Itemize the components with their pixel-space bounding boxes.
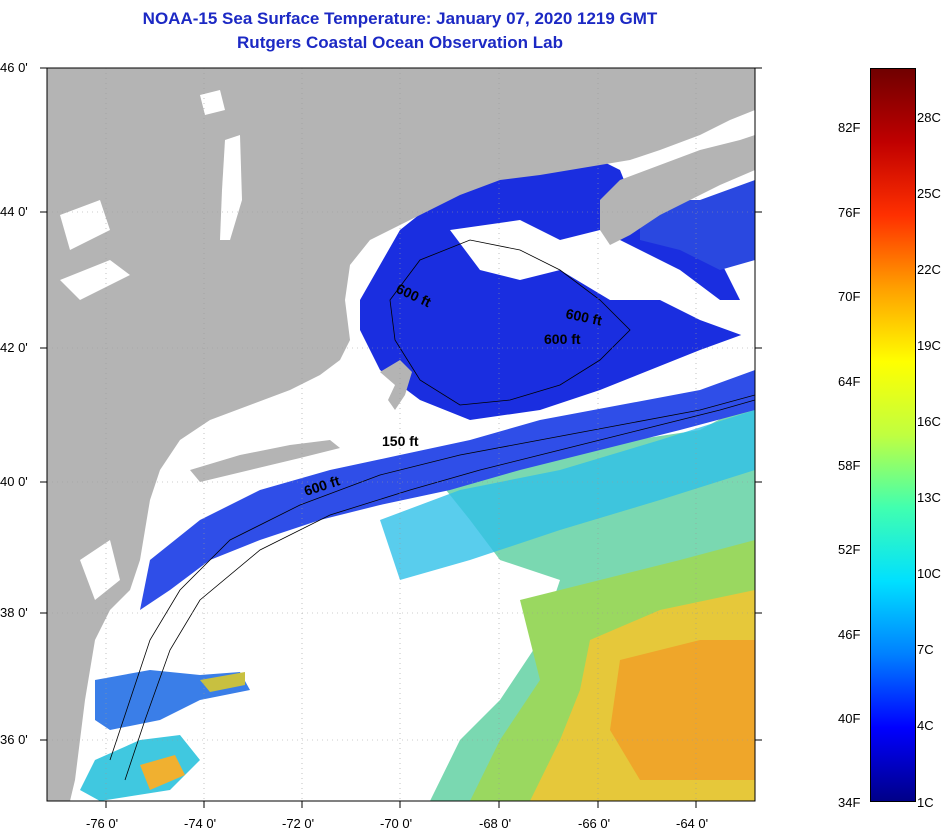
longitude-label: -64 0' — [676, 816, 709, 831]
colorbar-celsius-label: 28C — [917, 110, 941, 125]
axis-ticks — [40, 67, 762, 808]
gulf-of-maine-contour — [389, 239, 631, 406]
colorbar-fahrenheit-label: 46F — [838, 627, 861, 642]
colorbar-fahrenheit-label: 58F — [838, 458, 861, 473]
colorbar-fahrenheit-label: 52F — [838, 542, 861, 557]
longitude-label: -68 0' — [479, 816, 512, 831]
longitude-label: -76 0' — [86, 816, 119, 831]
colorbar-celsius-label: 25C — [917, 186, 941, 201]
latitude-label: 44 0' — [0, 204, 28, 219]
inland-snow-4 — [60, 260, 130, 300]
map-title: NOAA-15 Sea Surface Temperature: January… — [142, 9, 658, 28]
inland-snow-3 — [220, 135, 242, 240]
contour-label: 150 ft — [382, 433, 419, 449]
cyan-band — [380, 410, 755, 580]
gulf-stream-hot — [610, 640, 755, 780]
longitude-label: -66 0' — [578, 816, 611, 831]
colorbar-celsius-label: 1C — [917, 795, 934, 810]
shelf-cold-water — [140, 370, 755, 610]
longitude-label: -74 0' — [184, 816, 217, 831]
colorbar-fahrenheit-label: 40F — [838, 711, 861, 726]
contour-label: 600 ft — [564, 305, 603, 328]
temperature-colorbar — [870, 68, 916, 802]
latitude-label: 42 0' — [0, 340, 28, 355]
graticule — [47, 68, 755, 801]
inland-snow-5 — [80, 540, 120, 600]
inland-snow-1 — [60, 200, 110, 250]
colorbar-celsius-label: 16C — [917, 414, 941, 429]
gulf-of-maine-cloud — [450, 220, 755, 340]
hatteras-warm — [200, 672, 245, 692]
longitude-label: -72 0' — [282, 816, 315, 831]
inland-snow-2 — [200, 90, 225, 115]
latitude-label: 46 0' — [0, 60, 28, 75]
colorbar-celsius-label: 22C — [917, 262, 941, 277]
nova-scotia-land — [600, 135, 755, 245]
southern-warm-spot — [140, 755, 185, 790]
cape-cod-land — [380, 360, 412, 410]
latitude-label: 40 0' — [0, 474, 28, 489]
long-island-land — [190, 440, 340, 482]
colorbar-fahrenheit-label: 70F — [838, 289, 861, 304]
isobath-600ft — [124, 399, 755, 781]
colorbar-fahrenheit-label: 34F — [838, 795, 861, 810]
latitude-label: 36 0' — [0, 732, 28, 747]
mainland-land — [47, 68, 755, 801]
colorbar-fahrenheit-label: 76F — [838, 205, 861, 220]
colorbar-celsius-label: 4C — [917, 718, 934, 733]
contour-label: 600 ft — [544, 331, 581, 347]
isobath-150ft — [109, 394, 755, 761]
latitude-label: 38 0' — [0, 605, 28, 620]
gulf-of-maine-cold — [360, 150, 755, 420]
colorbar-celsius-label: 7C — [917, 642, 934, 657]
southern-warm-patch — [80, 735, 200, 801]
colorbar-celsius-label: 13C — [917, 490, 941, 505]
longitude-label: -70 0' — [380, 816, 413, 831]
colorbar-celsius-label: 10C — [917, 566, 941, 581]
map-subtitle: Rutgers Coastal Ocean Observation Lab — [237, 33, 563, 52]
colorbar-celsius-label: 19C — [917, 338, 941, 353]
colorbar-fahrenheit-label: 82F — [838, 120, 861, 135]
colorbar-fahrenheit-label: 64F — [838, 374, 861, 389]
map-frame — [46, 67, 756, 802]
